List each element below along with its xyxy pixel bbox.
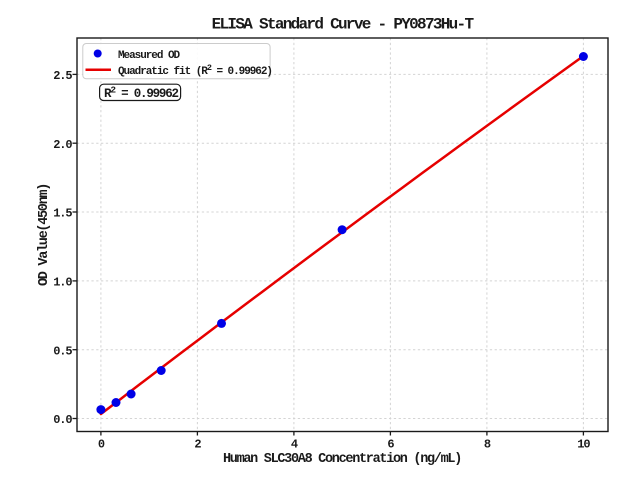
svg-text:8: 8 bbox=[484, 438, 491, 452]
svg-text:2.0: 2.0 bbox=[53, 138, 72, 152]
svg-text:4: 4 bbox=[291, 438, 298, 452]
svg-text:R2 = 0.99962: R2 = 0.99962 bbox=[104, 85, 179, 101]
svg-text:Measured OD: Measured OD bbox=[118, 50, 181, 62]
svg-text:OD Value(450nm): OD Value(450nm) bbox=[37, 184, 52, 286]
svg-text:0.0: 0.0 bbox=[53, 413, 72, 427]
svg-text:1.5: 1.5 bbox=[53, 207, 72, 221]
svg-text:1.0: 1.0 bbox=[53, 276, 72, 290]
svg-text:0.5: 0.5 bbox=[53, 344, 72, 358]
svg-text:Quadratic fit (R2 = 0.99962): Quadratic fit (R2 = 0.99962) bbox=[118, 63, 272, 78]
svg-text:2.5: 2.5 bbox=[53, 69, 72, 83]
svg-text:Human SLC30A8 Concentration (n: Human SLC30A8 Concentration (ng/mL) bbox=[223, 452, 461, 467]
svg-text:10: 10 bbox=[577, 438, 590, 452]
svg-text:2: 2 bbox=[194, 438, 201, 452]
svg-text:0: 0 bbox=[98, 438, 105, 452]
svg-text:ELISA Standard Curve - PY0873H: ELISA Standard Curve - PY0873Hu-T bbox=[212, 16, 475, 34]
svg-text:6: 6 bbox=[387, 438, 394, 452]
